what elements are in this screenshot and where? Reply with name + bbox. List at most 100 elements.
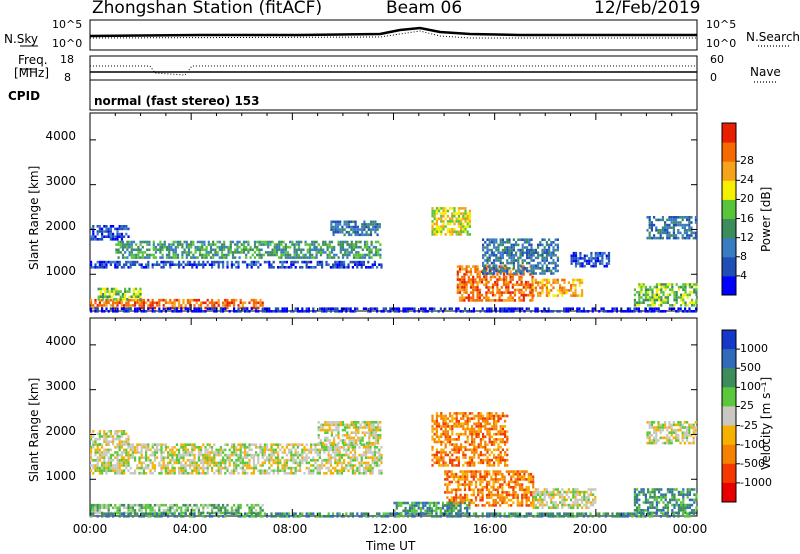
heatmap-cell (145, 509, 148, 512)
heatmap-cell (460, 217, 463, 221)
heatmap-cell (99, 290, 102, 293)
heatmap-cell (306, 256, 309, 259)
heatmap-cell (438, 227, 441, 231)
heatmap-cell (482, 248, 485, 252)
heatmap-cell (285, 459, 288, 462)
heatmap-cell (640, 283, 643, 286)
heatmap-cell (495, 438, 498, 441)
heatmap-cell (98, 437, 101, 441)
heatmap-cell (272, 451, 275, 454)
heatmap-cell (105, 307, 108, 310)
heatmap-cell (172, 251, 175, 254)
heatmap-cell (591, 307, 594, 310)
heatmap-cell (142, 466, 145, 470)
heatmap-cell (153, 509, 156, 512)
heatmap-cell (506, 254, 509, 257)
heatmap-cell (572, 291, 575, 295)
heatmap-cell (125, 301, 128, 305)
heatmap-cell (130, 251, 133, 254)
heatmap-cell (102, 292, 105, 296)
heatmap-cell (241, 472, 244, 475)
heatmap-cell (127, 435, 130, 438)
heatmap-cell (503, 307, 506, 310)
heatmap-cell (200, 503, 203, 507)
heatmap-cell (561, 278, 564, 282)
heatmap-cell (549, 310, 552, 313)
heatmap-cell (330, 228, 333, 231)
heatmap-cell (622, 310, 625, 313)
heatmap-cell (488, 440, 491, 444)
heatmap-cell (132, 292, 135, 296)
heatmap-cell (688, 301, 691, 304)
heatmap-cell (284, 248, 287, 252)
heatmap-cell (201, 240, 204, 244)
heatmap-cell (246, 472, 249, 475)
nsky-tick-top: 10^5 (52, 18, 83, 31)
heatmap-cell (142, 456, 145, 459)
heatmap-cell (171, 456, 174, 459)
heatmap-cell (326, 423, 329, 427)
heatmap-cell (646, 229, 649, 232)
heatmap-cell (180, 453, 183, 457)
heatmap-cell (224, 453, 227, 457)
heatmap-cell (268, 461, 271, 465)
heatmap-cell (377, 439, 380, 442)
heatmap-cell (274, 448, 277, 452)
heatmap-cell (153, 456, 156, 459)
heatmap-cell (213, 307, 216, 310)
heatmap-cell (145, 456, 148, 459)
heatmap-cell (488, 272, 491, 275)
heatmap-cell (433, 419, 436, 423)
heatmap-cell (552, 248, 555, 252)
heatmap-cell (115, 290, 118, 293)
heatmap-cell (534, 286, 537, 290)
heatmap-cell (512, 264, 515, 267)
heatmap-cell (466, 214, 469, 218)
heatmap-cell (479, 451, 482, 454)
heatmap-cell (499, 254, 502, 257)
heatmap-cell (222, 263, 225, 266)
heatmap-cell (131, 448, 134, 452)
heatmap-cell (440, 227, 443, 231)
heatmap-cell (317, 434, 320, 437)
heatmap-cell (497, 414, 500, 418)
heatmap-cell (162, 509, 165, 512)
heatmap-cell (495, 241, 498, 244)
heatmap-cell (596, 254, 600, 258)
heatmap-cell (488, 448, 491, 452)
heatmap-cell (294, 260, 297, 264)
power-heatmap (90, 207, 698, 313)
heatmap-cell (488, 461, 491, 465)
heatmap-cell (662, 283, 665, 286)
heatmap-cell (485, 275, 488, 279)
heatmap-cell (570, 283, 573, 287)
heatmap-cell (90, 227, 93, 231)
heatmap-cell (359, 436, 362, 440)
heatmap-cell (531, 283, 534, 287)
heatmap-cell (160, 451, 163, 454)
heatmap-cell (237, 511, 240, 515)
heatmap-cell (497, 259, 500, 262)
heatmap-cell (482, 417, 485, 420)
heatmap-cell (174, 245, 177, 249)
heatmap-cell (101, 453, 104, 457)
heatmap-cell (647, 304, 650, 307)
heatmap-cell (186, 509, 189, 512)
heatmap-cell (351, 459, 354, 462)
heatmap-cell (330, 223, 333, 226)
heatmap-cell (125, 227, 128, 231)
heatmap-cell (435, 453, 438, 457)
heatmap-cell (339, 423, 342, 427)
heatmap-cell (303, 448, 306, 452)
heatmap-cell (587, 310, 590, 313)
heatmap-cell (482, 254, 485, 257)
heatmap-cell (168, 248, 171, 252)
heatmap-cell (461, 478, 464, 481)
heatmap-cell (307, 456, 310, 459)
heatmap-cell (362, 469, 365, 472)
heatmap-cell (300, 240, 303, 244)
heatmap-cell (552, 241, 555, 244)
heatmap-cell (209, 256, 213, 259)
heatmap-cell (444, 217, 447, 221)
heatmap-cell (145, 448, 148, 452)
